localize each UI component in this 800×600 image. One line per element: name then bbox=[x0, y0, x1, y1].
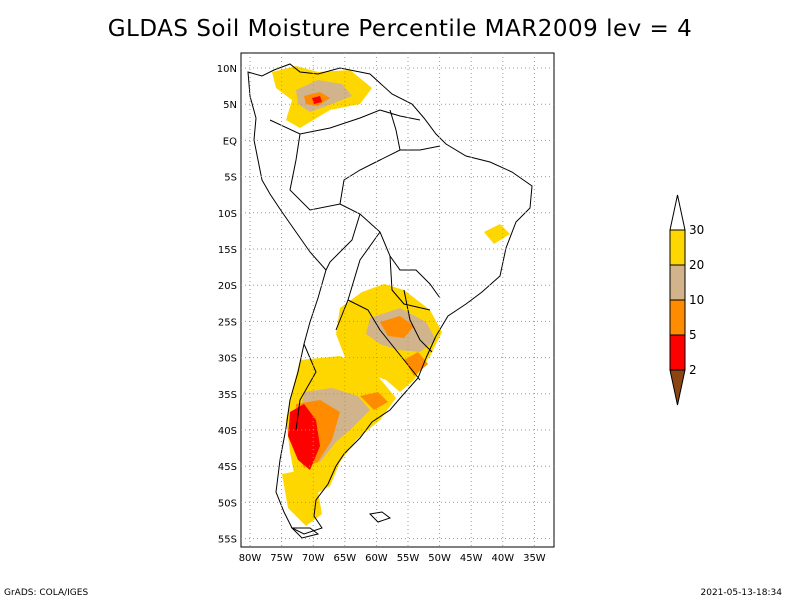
lon-tick-label: 55W bbox=[397, 553, 420, 564]
footer-timestamp: 2021-05-13-18:34 bbox=[700, 588, 783, 598]
legend-label: 10 bbox=[689, 293, 704, 307]
lon-tick-label: 60W bbox=[365, 553, 388, 564]
lon-tick-label: 50W bbox=[428, 553, 451, 564]
tierra-del-fuego bbox=[290, 527, 320, 539]
lat-tick-label: 55S bbox=[218, 535, 237, 546]
lon-tick-label: 65W bbox=[333, 553, 356, 564]
lat-tick-label: 30S bbox=[218, 354, 237, 365]
falkland-islands bbox=[368, 511, 392, 523]
lat-tick-label: 5S bbox=[224, 173, 237, 184]
lat-tick-label: 20S bbox=[218, 281, 237, 292]
region-north-red bbox=[312, 96, 322, 104]
color-legend: 30 20 10 5 2 bbox=[669, 194, 704, 406]
legend-swatch bbox=[669, 264, 686, 301]
region-arg-orange-e bbox=[360, 392, 388, 410]
lon-tick-label: 45W bbox=[460, 553, 483, 564]
latitude-labels: 10N 5N EQ 5S 10S 15S 20S 25S 30S 35S 40S 45S 50S 55S bbox=[217, 64, 237, 546]
legend-swatch bbox=[669, 334, 686, 371]
legend-top-triangle bbox=[669, 194, 686, 231]
legend-label: 30 bbox=[689, 223, 704, 237]
lat-tick-label: 40S bbox=[218, 426, 237, 437]
legend-label: 5 bbox=[689, 328, 697, 342]
lat-tick-label: 25S bbox=[218, 317, 237, 328]
lat-tick-label: 50S bbox=[218, 498, 237, 509]
lat-tick-label: EQ bbox=[223, 136, 237, 147]
map-title: GLDAS Soil Moisture Percentile MAR2009 l… bbox=[107, 16, 693, 42]
region-patagonia-gold bbox=[282, 470, 322, 526]
lat-tick-label: 15S bbox=[218, 245, 237, 256]
legend-label: 20 bbox=[689, 258, 704, 272]
continent-outline bbox=[247, 63, 533, 535]
lat-tick-label: 10S bbox=[218, 209, 237, 220]
lat-tick-label: 35S bbox=[218, 390, 237, 401]
legend-bottom-triangle bbox=[669, 369, 686, 406]
lat-tick-label: 45S bbox=[218, 462, 237, 473]
lat-tick-label: 5N bbox=[223, 100, 237, 111]
legend-swatch bbox=[669, 299, 686, 336]
lat-tick-label: 10N bbox=[217, 64, 237, 75]
borders bbox=[247, 63, 533, 539]
shaded-regions bbox=[272, 66, 510, 526]
lon-tick-label: 70W bbox=[302, 553, 325, 564]
lon-tick-label: 35W bbox=[523, 553, 546, 564]
footer-source: GrADS: COLA/IGES bbox=[4, 588, 89, 598]
country-borders bbox=[269, 109, 441, 431]
lon-tick-label: 40W bbox=[491, 553, 514, 564]
plot-frame bbox=[240, 52, 555, 548]
gridlines bbox=[241, 53, 554, 547]
region-ne-gold bbox=[484, 224, 510, 244]
longitude-labels: 80W 75W 70W 65W 60W 55W 50W 45W 40W 35W bbox=[239, 553, 546, 564]
legend-swatch bbox=[669, 229, 686, 266]
legend-label: 2 bbox=[689, 363, 697, 377]
lon-tick-label: 75W bbox=[270, 553, 293, 564]
lon-tick-label: 80W bbox=[239, 553, 262, 564]
region-arg-red bbox=[288, 404, 320, 470]
